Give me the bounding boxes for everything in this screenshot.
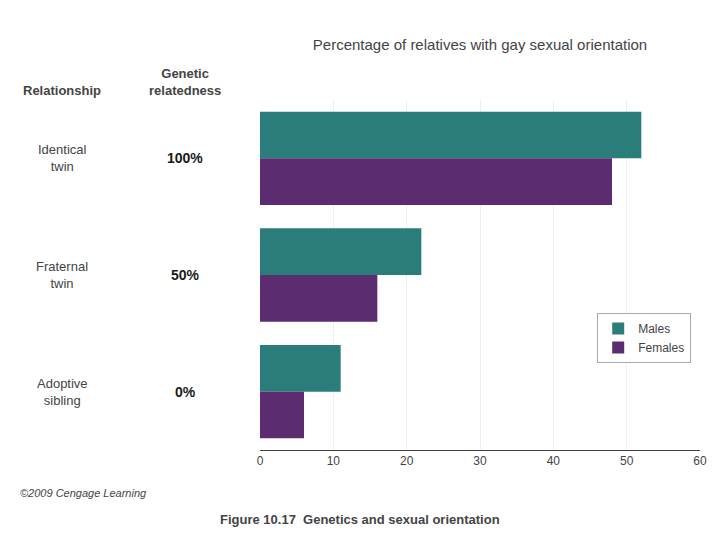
svg-text:Percentage of relatives with g: Percentage of relatives with gay sexual …	[313, 36, 647, 53]
svg-text:30: 30	[473, 454, 487, 468]
svg-text:40: 40	[547, 454, 561, 468]
svg-text:50: 50	[620, 454, 634, 468]
svg-text:Females: Females	[638, 341, 684, 355]
svg-text:Figure 10.17 Genetics and sex: Figure 10.17 Genetics and sexual orienta…	[220, 512, 500, 527]
svg-text:Identicaltwin: Identicaltwin	[38, 142, 87, 174]
svg-text:20: 20	[400, 454, 414, 468]
svg-text:10: 10	[327, 454, 341, 468]
svg-text:Males: Males	[638, 322, 670, 336]
svg-text:Adoptivesibling: Adoptivesibling	[37, 376, 88, 408]
svg-text:Fraternaltwin: Fraternaltwin	[36, 259, 88, 291]
svg-text:50%: 50%	[171, 267, 200, 283]
svg-text:Relationship: Relationship	[23, 83, 101, 98]
svg-text:Geneticrelatedness: Geneticrelatedness	[149, 66, 221, 98]
svg-text:100%: 100%	[167, 150, 203, 166]
svg-text:0: 0	[257, 454, 264, 468]
svg-text:0%: 0%	[175, 384, 196, 400]
svg-text:60: 60	[693, 454, 707, 468]
svg-text:©2009 Cengage Learning: ©2009 Cengage Learning	[20, 487, 147, 499]
